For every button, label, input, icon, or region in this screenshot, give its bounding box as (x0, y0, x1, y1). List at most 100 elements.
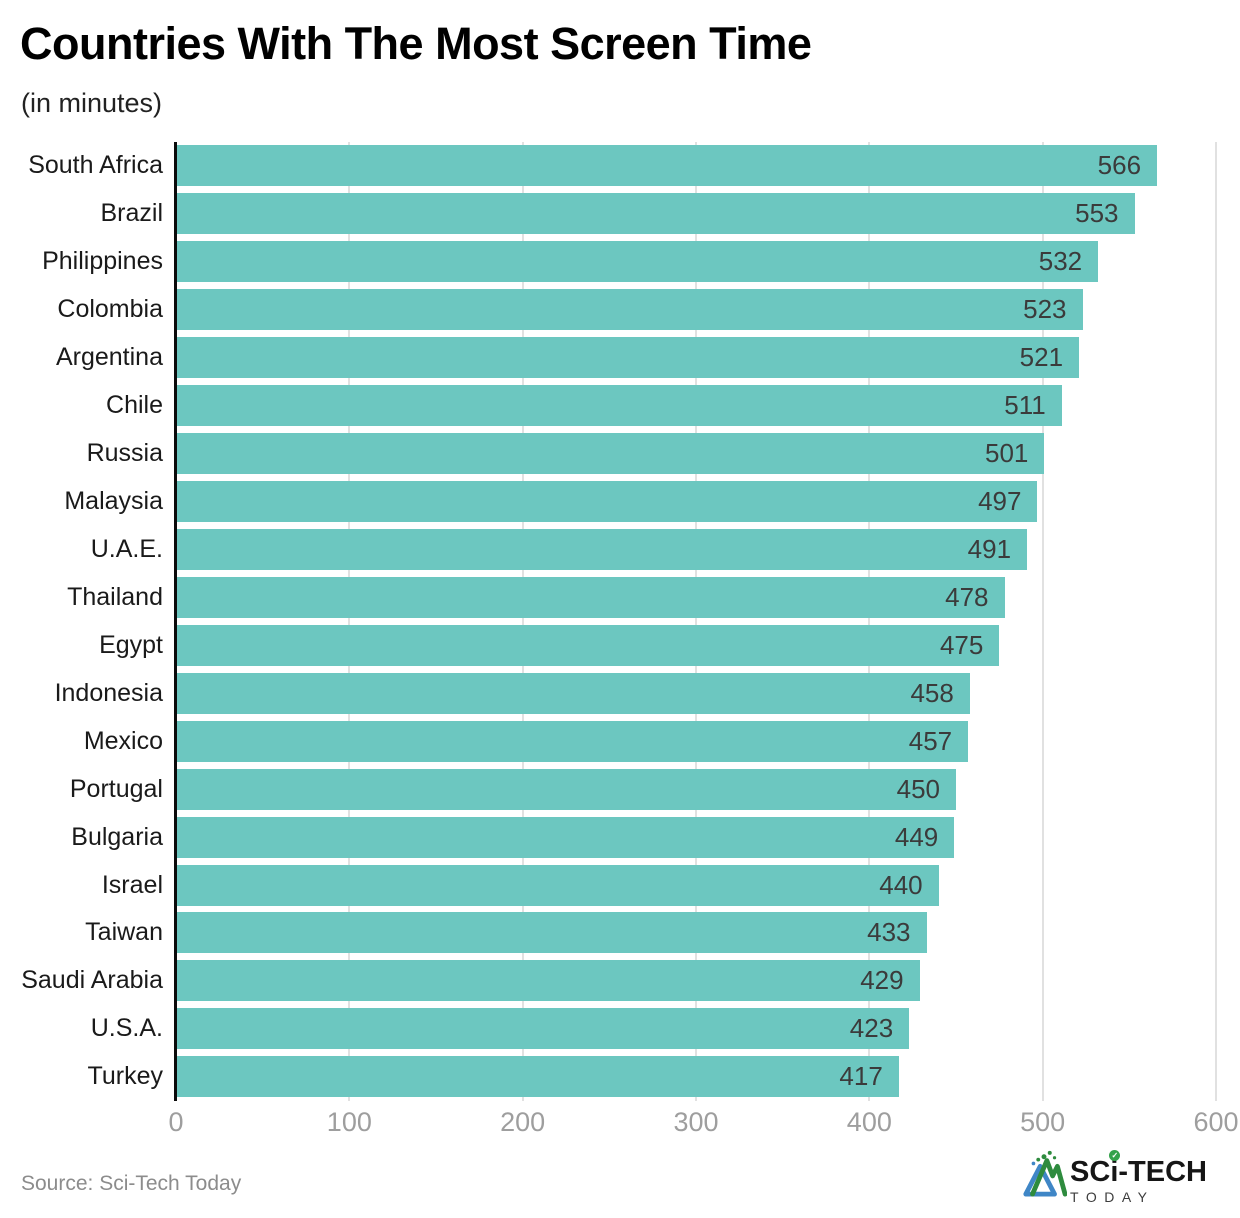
category-label: Portugal (69, 774, 163, 803)
category-label: U.A.E. (90, 534, 163, 563)
bar-row: Egypt 475 (0, 621, 1240, 669)
bar-track: 566 (176, 142, 1240, 190)
bar-row: Bulgaria 449 (0, 813, 1240, 861)
scitech-logo: SCi-TECH TODAY (1021, 1150, 1207, 1204)
value-label: 440 (879, 869, 923, 900)
bar-row: Malaysia 497 (0, 478, 1240, 526)
bar-row: Brazil 553 (0, 190, 1240, 238)
bar-row: Israel 440 (0, 861, 1240, 909)
bar: 417 (176, 1056, 899, 1098)
bar: 521 (176, 337, 1080, 379)
gridline (695, 142, 697, 1101)
scitech-logo-text: SCi-TECH TODAY (1070, 1150, 1207, 1205)
value-label: 423 (849, 1013, 894, 1044)
bar: 450 (176, 768, 956, 810)
x-tick-label: 0 (168, 1107, 184, 1137)
value-label: 475 (939, 629, 984, 660)
bar-track: 497 (176, 478, 1240, 526)
bar-track: 458 (176, 669, 1240, 717)
bar: 475 (176, 624, 1000, 666)
bar-row: Argentina 521 (0, 334, 1240, 382)
category-label: Turkey (87, 1062, 163, 1091)
bar-track: 417 (176, 1053, 1240, 1101)
x-tick-label: 300 (673, 1107, 719, 1137)
bar-track: 450 (176, 765, 1240, 813)
bar: 491 (176, 528, 1028, 570)
source-note: Source: Sci-Tech Today (21, 1172, 242, 1195)
bar-row: Saudi Arabia 429 (0, 957, 1240, 1005)
bar-track: 532 (176, 238, 1240, 286)
value-label: 429 (860, 965, 904, 996)
value-label: 511 (1004, 390, 1046, 421)
bar-track: 449 (176, 813, 1240, 861)
bar-track: 491 (176, 526, 1240, 574)
scitech-logo-top: SCi-TECH (1070, 1158, 1207, 1187)
bar: 553 (176, 193, 1135, 235)
value-label: 457 (908, 725, 953, 756)
page-subtitle: (in minutes) (21, 88, 163, 118)
value-label: 523 (1023, 294, 1067, 325)
gridline (521, 142, 524, 1101)
x-tick-label: 600 (1193, 1107, 1239, 1137)
value-label: 491 (967, 533, 1012, 564)
category-label: Thailand (67, 582, 163, 611)
bar-row: U.S.A. 423 (0, 1005, 1240, 1053)
category-label: Saudi Arabia (21, 966, 163, 995)
value-label: 553 (1075, 198, 1119, 229)
category-label: Israel (101, 870, 163, 899)
category-label: Russia (86, 439, 163, 468)
category-label: Indonesia (54, 678, 163, 707)
value-label: 532 (1038, 246, 1083, 277)
bar-track: 511 (176, 382, 1240, 430)
bar-row: U.A.E. 491 (0, 526, 1240, 574)
category-label: Chile (106, 391, 163, 420)
bar-track: 523 (176, 286, 1240, 334)
x-tick-label: 400 (846, 1107, 892, 1137)
bar: 523 (176, 289, 1083, 331)
scitech-logo-mark-icon (1023, 1150, 1068, 1197)
plot-gridlines (176, 142, 1217, 1101)
bar-row: Turkey 417 (0, 1053, 1240, 1101)
value-label: 450 (896, 773, 940, 804)
category-label: Philippines (42, 247, 163, 276)
bar: 429 (176, 960, 920, 1002)
bar-row: Chile 511 (0, 382, 1240, 430)
gridline (348, 142, 351, 1101)
bar-track: 457 (176, 717, 1240, 765)
y-axis-line (174, 142, 177, 1101)
bar: 458 (176, 672, 970, 714)
logo-part-i: i (1110, 1156, 1118, 1188)
bar-track: 521 (176, 334, 1240, 382)
bar-row: Mexico 457 (0, 717, 1240, 765)
value-label: 521 (1019, 342, 1064, 373)
category-label: Colombia (57, 295, 163, 324)
gridline (868, 142, 871, 1101)
bar-row: Indonesia 458 (0, 669, 1240, 717)
gridline (1041, 142, 1044, 1101)
category-label: Brazil (100, 199, 163, 228)
value-label: 497 (978, 486, 1022, 517)
value-label: 449 (894, 821, 939, 852)
value-label: 417 (839, 1061, 883, 1092)
scitech-logo-bottom: TODAY (1070, 1189, 1155, 1205)
bar-row: Thailand 478 (0, 573, 1240, 621)
bar-track: 423 (176, 1005, 1240, 1053)
bar: 501 (176, 433, 1045, 475)
bar: 440 (176, 864, 939, 906)
bar: 532 (176, 241, 1099, 283)
value-label: 458 (910, 677, 954, 708)
x-tick-label: 200 (500, 1107, 546, 1137)
bar: 566 (176, 145, 1158, 187)
bar-track: 553 (176, 190, 1240, 238)
category-label: Mexico (83, 726, 163, 755)
bar: 511 (176, 385, 1062, 427)
bar-track: 475 (176, 621, 1240, 669)
bar-row: Philippines 532 (0, 238, 1240, 286)
bar-row: Taiwan 433 (0, 909, 1240, 957)
category-label: Argentina (55, 343, 163, 372)
x-tick-label: 100 (326, 1107, 372, 1137)
bar: 478 (176, 576, 1005, 618)
category-label: Taiwan (85, 918, 163, 947)
value-label: 433 (867, 917, 911, 948)
